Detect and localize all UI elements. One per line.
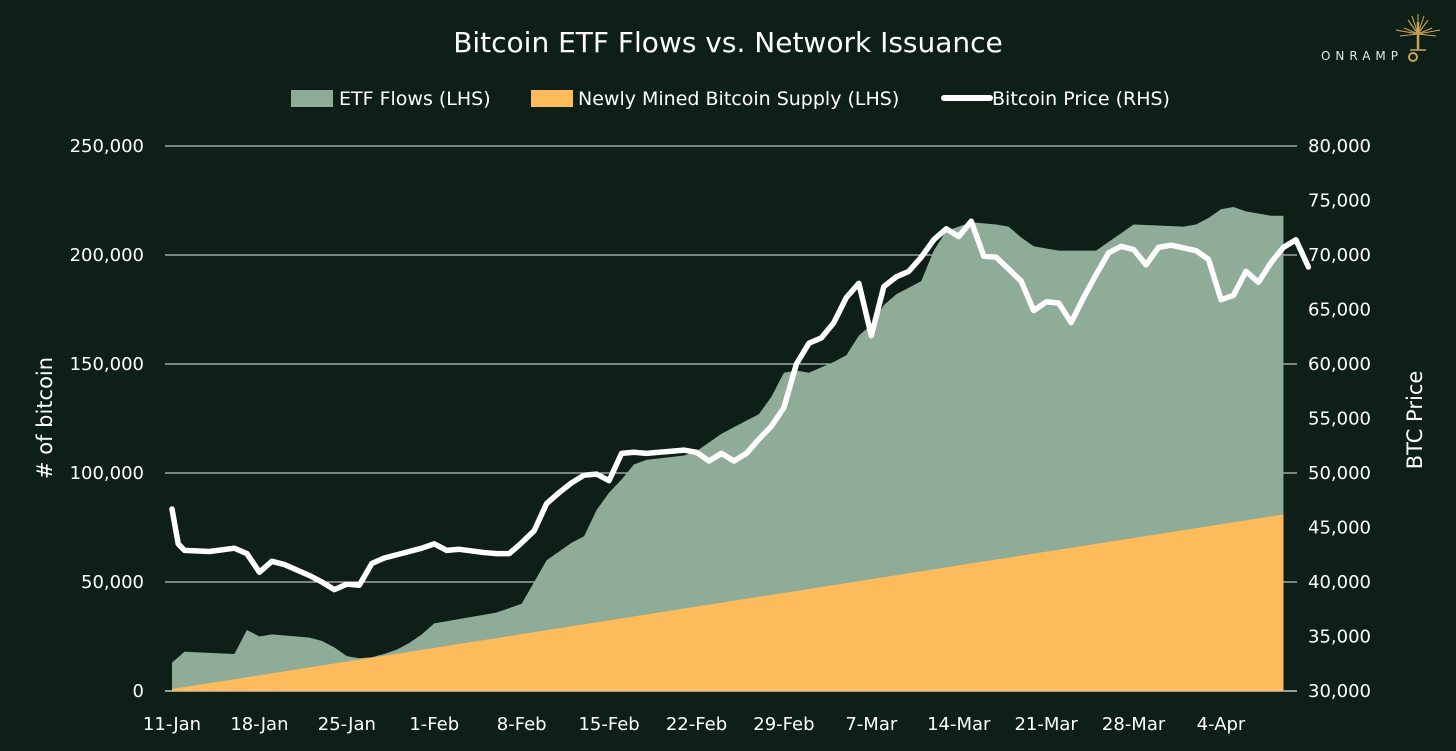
x-axis-ticks: 11-Jan 18-Jan 25-Jan 1-Feb 8-Feb 15-Feb 22-Feb… [143,714,1246,735]
logo-text: ONRAMP [1321,49,1403,63]
y-tick-label-right: 70,000 [1308,245,1371,266]
x-tick-label: 18-Jan [230,714,288,735]
y-tick-label-right: 50,000 [1308,463,1371,484]
x-tick-label: 28-Mar [1102,714,1166,735]
y-tick-label-right: 45,000 [1308,518,1371,539]
x-tick-label: 8-Feb [497,714,547,735]
x-tick-label: 25-Jan [318,714,376,735]
chart-title: Bitcoin ETF Flows vs. Network Issuance [453,26,1003,59]
onramp-logo: ONRAMP [1321,14,1441,63]
x-tick-label: 22-Feb [666,714,727,735]
y-tick-label-left: 50,000 [81,572,144,593]
x-tick-label: 4-Apr [1197,714,1246,735]
y-tick-label-left: 150,000 [70,354,144,375]
legend-label-etf-flows: ETF Flows (LHS) [339,88,491,110]
area-mined-supply [172,514,1284,691]
series-layer [169,207,1312,692]
x-tick-label: 1-Feb [409,714,459,735]
x-tick-label: 14-Mar [927,714,991,735]
y-axis-label-left: # of bitcoin [33,357,57,479]
y-tick-label-right: 30,000 [1308,681,1371,702]
y-tick-label-right: 80,000 [1308,136,1371,157]
legend-label-btc-price: Bitcoin Price (RHS) [992,88,1170,110]
x-tick-label: 15-Feb [578,714,639,735]
tree-icon [1395,14,1441,62]
x-tick-label: 29-Feb [753,714,814,735]
y-tick-label-left: 250,000 [70,136,144,157]
y-tick-label-right: 35,000 [1308,627,1371,648]
right-axis-ticks: 30,000 35,000 40,000 45,000 50,000 55,000 60,0… [1308,136,1371,702]
y-tick-label-left: 200,000 [70,245,144,266]
y-tick-label-right: 65,000 [1308,300,1371,321]
x-tick-label: 11-Jan [143,714,201,735]
x-tick-label: 21-Mar [1014,714,1078,735]
y-axis-label-right: BTC Price [1403,371,1427,470]
y-tick-label-right: 75,000 [1308,191,1371,212]
y-tick-label-right: 60,000 [1308,354,1371,375]
y-tick-label-left: 100,000 [70,463,144,484]
x-tick-label: 7-Mar [845,714,898,735]
legend-swatch-mined-supply [531,90,573,107]
legend: ETF Flows (LHS) Newly Mined Bitcoin Supp… [291,88,1170,110]
y-tick-label-right: 40,000 [1308,572,1371,593]
left-axis-ticks: 0 50,000 100,000 150,000 200,000 250,000 [70,136,144,702]
y-tick-label-right: 55,000 [1308,409,1371,430]
legend-label-mined-supply: Newly Mined Bitcoin Supply (LHS) [578,88,899,110]
line-btc-price [169,218,1312,593]
legend-swatch-etf-flows [291,90,333,107]
y-tick-label-left: 0 [133,681,144,702]
